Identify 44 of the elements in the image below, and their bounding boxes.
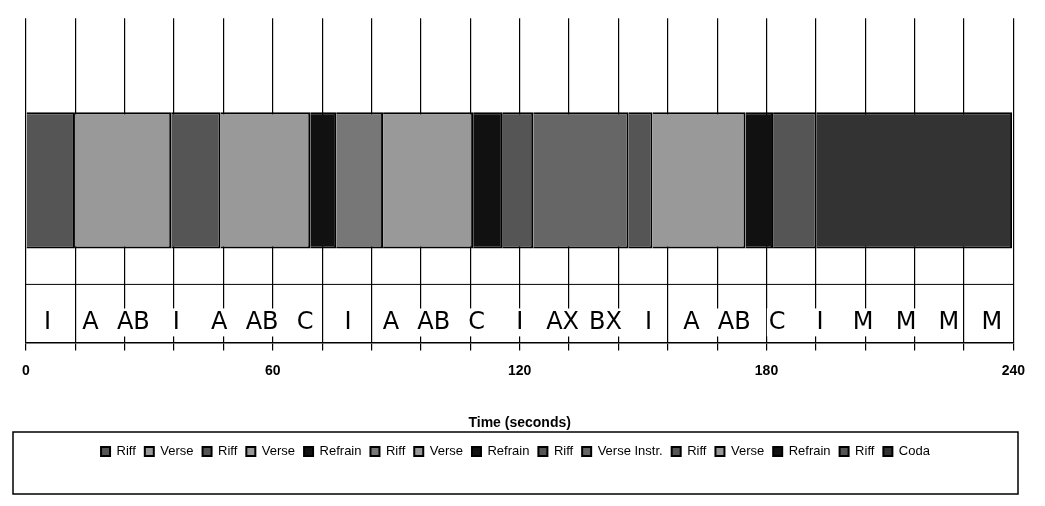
annotation: M bbox=[938, 306, 960, 335]
x-axis-title: Time (seconds) bbox=[468, 414, 571, 431]
legend-label: Verse bbox=[429, 443, 463, 459]
legend-label: Riff bbox=[116, 443, 137, 459]
annotation: A bbox=[82, 306, 100, 335]
legend-label: Riff bbox=[687, 443, 707, 459]
legend-label: Verse bbox=[261, 443, 296, 459]
annotation: AX bbox=[546, 306, 580, 335]
legend-label: Riff bbox=[855, 443, 875, 459]
annotation: C bbox=[468, 306, 486, 335]
annotation: M bbox=[981, 306, 1003, 335]
annotation: AB bbox=[717, 306, 751, 335]
annotation: A bbox=[683, 306, 701, 335]
x-tick-label: 120 bbox=[507, 361, 532, 378]
annotation: AB bbox=[245, 306, 279, 335]
legend-label: Coda bbox=[898, 443, 931, 459]
annotation: BX bbox=[589, 306, 622, 335]
legend-label: Riff bbox=[218, 443, 238, 459]
legend-label: Riff bbox=[553, 443, 574, 459]
annotation: M bbox=[895, 306, 917, 335]
annotation: A bbox=[382, 306, 400, 335]
annotation: I bbox=[172, 306, 180, 335]
legend-label: Refrain bbox=[319, 443, 362, 459]
x-tick-label: 240 bbox=[1001, 361, 1026, 378]
annotation: I bbox=[644, 306, 652, 335]
legend-label: Verse bbox=[730, 443, 765, 459]
legend-label: Verse Instr. bbox=[597, 443, 663, 459]
x-tick-label: 0 bbox=[22, 361, 31, 378]
x-tick-label: 180 bbox=[754, 361, 779, 378]
annotation: I bbox=[816, 306, 824, 335]
annotation: I bbox=[344, 306, 352, 335]
annotation: AB bbox=[116, 306, 150, 335]
annotation: I bbox=[43, 306, 51, 335]
annotation: AB bbox=[417, 306, 451, 335]
legend-label: Refrain bbox=[487, 443, 530, 459]
annotation: C bbox=[296, 306, 314, 335]
annotation: A bbox=[210, 306, 228, 335]
legend-label: Riff bbox=[385, 443, 406, 459]
legend-label: Refrain bbox=[788, 443, 831, 459]
annotation: I bbox=[516, 306, 524, 335]
annotation: C bbox=[768, 306, 786, 335]
annotation: M bbox=[852, 306, 874, 335]
legend-label: Verse bbox=[160, 443, 194, 459]
x-tick-label: 60 bbox=[265, 361, 281, 378]
